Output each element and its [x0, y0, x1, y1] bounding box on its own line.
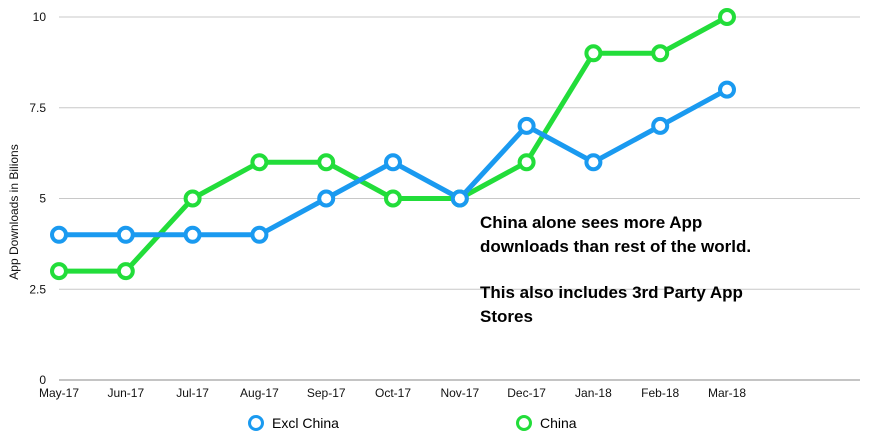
x-tick-label: Jun-17 [107, 386, 144, 400]
data-point-china [250, 153, 269, 172]
data-point-excl-china [450, 189, 469, 208]
data-point-excl-china [183, 225, 202, 244]
data-point-china [517, 153, 536, 172]
legend-label-excl-china: Excl China [272, 415, 339, 431]
data-point-excl-china [718, 80, 736, 99]
data-point-excl-china [517, 116, 536, 135]
x-tick-label: Aug-17 [240, 386, 279, 400]
data-point-excl-china [317, 189, 336, 208]
data-point-china [718, 8, 736, 26]
annotation-line-1: China alone sees more App downloads than… [480, 213, 752, 256]
legend-item-excl-china: Excl China [248, 415, 339, 431]
x-tick-label: Sep-17 [307, 386, 346, 400]
x-tick-label: Nov-17 [440, 386, 479, 400]
chart-annotation: China alone sees more App downloads than… [480, 211, 780, 328]
data-point-excl-china [250, 225, 269, 244]
legend-item-china: China [516, 415, 577, 431]
data-point-china [183, 189, 202, 208]
y-tick-label: 5 [39, 192, 46, 206]
legend-label-china: China [540, 415, 577, 431]
x-tick-label: Dec-17 [507, 386, 546, 400]
data-point-excl-china [116, 225, 135, 244]
y-tick-label: 0 [39, 373, 46, 387]
y-tick-label: 7.5 [29, 101, 46, 115]
x-tick-label: May-17 [39, 386, 79, 400]
series-lines [50, 8, 736, 281]
data-point-china [317, 153, 336, 172]
x-tick-label: Jan-18 [575, 386, 612, 400]
data-point-excl-china [50, 225, 68, 244]
x-tick-label: Feb-18 [641, 386, 679, 400]
x-tick-label: Mar-18 [708, 386, 746, 400]
y-axis-label: App Downloads in Bilions [7, 144, 21, 279]
x-tick-label: Oct-17 [375, 386, 411, 400]
x-tick-label: Jul-17 [176, 386, 209, 400]
annotation-line-2: This also includes 3rd Party App Stores [480, 283, 743, 326]
data-point-excl-china [384, 153, 402, 172]
y-tick-labels: 0 2.5 5 7.5 10 [29, 10, 46, 387]
data-point-china [651, 44, 670, 63]
data-point-china [50, 262, 68, 281]
data-point-china [584, 44, 603, 63]
y-tick-label: 10 [33, 10, 47, 24]
y-tick-label: 2.5 [29, 282, 46, 296]
data-point-excl-china [651, 116, 670, 135]
legend-marker-excl-china [248, 415, 264, 431]
x-tick-labels: May-17 Jun-17 Jul-17 Aug-17 Sep-17 Oct-17 Nov-… [39, 386, 746, 400]
legend-marker-china [516, 415, 532, 431]
data-point-china [384, 189, 402, 208]
data-point-china [116, 262, 135, 281]
data-point-excl-china [584, 153, 603, 172]
